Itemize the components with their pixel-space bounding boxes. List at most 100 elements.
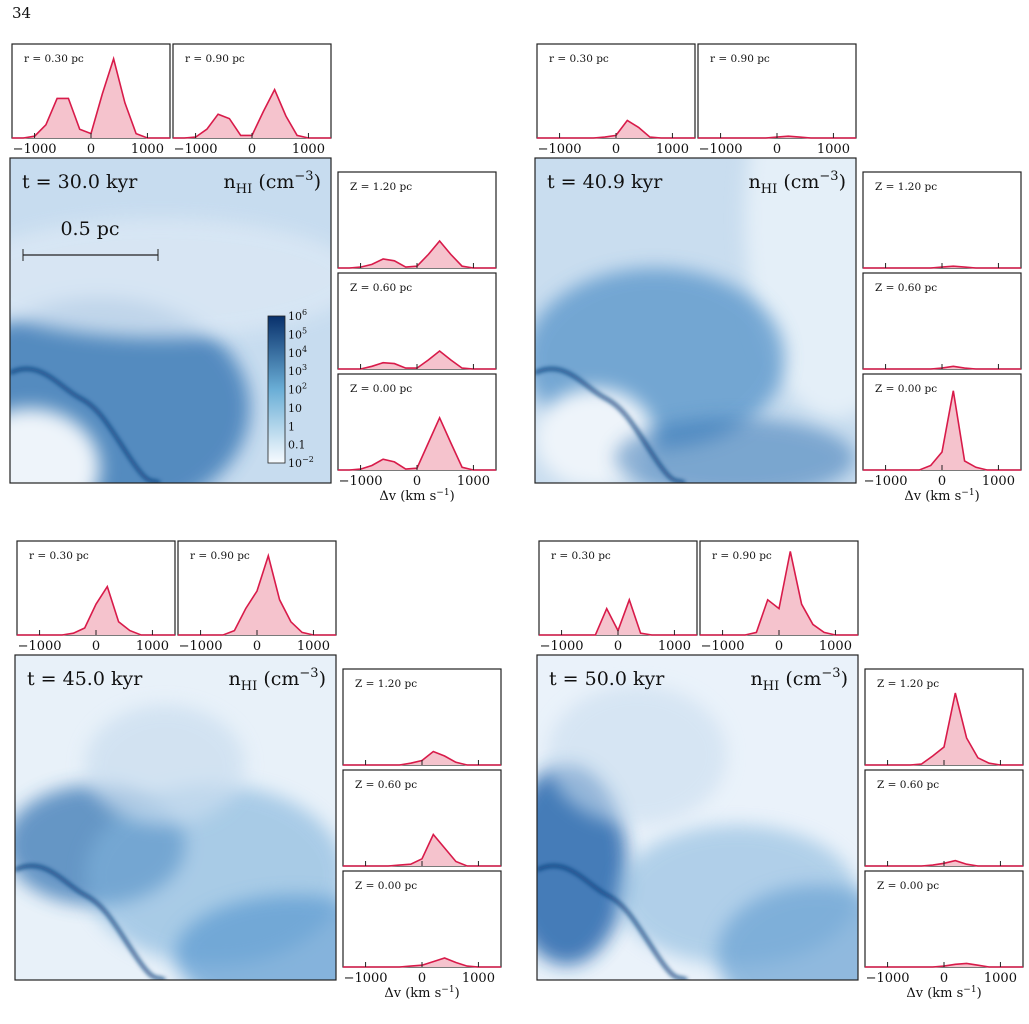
x-tick-label: 1000 [658, 639, 691, 654]
colorbar-label-base: 10 [288, 328, 302, 341]
density-label-part: n [749, 171, 761, 193]
x-tick-label: 1000 [131, 142, 164, 157]
density-label-part: ) [314, 171, 321, 193]
spectrum-label: r = 0.90 pc [190, 550, 250, 562]
spectrum-label: r = 0.90 pc [710, 53, 770, 65]
x-tick-label: 0 [940, 971, 948, 986]
x-tick-label: −1000 [344, 971, 388, 986]
spectrum-label: r = 0.30 pc [24, 53, 84, 65]
time-label: t = 40.9 kyr [547, 171, 663, 193]
time-label: t = 45.0 kyr [27, 668, 143, 690]
spectrum-label: Z = 1.20 pc [875, 181, 937, 193]
spectrum-label: Z = 0.00 pc [350, 383, 412, 395]
spectrum-line [865, 692, 1023, 766]
colorbar-label: 10−2 [288, 455, 314, 470]
density-label-part: −3 [299, 666, 318, 681]
x-tick-label: 1000 [136, 639, 169, 654]
colorbar-label-base: 10 [288, 384, 302, 397]
density-label-part: −3 [294, 169, 313, 184]
x-tick-label: 0 [612, 142, 620, 157]
spectrum-line [17, 584, 175, 636]
spectrum-label: Z = 0.00 pc [875, 383, 937, 395]
spectrum-label: Z = 0.60 pc [875, 282, 937, 294]
x-tick-label: −1000 [701, 639, 745, 654]
x-tick-label: 0 [87, 142, 95, 157]
spectrum-label: Z = 0.60 pc [877, 779, 939, 791]
density-label-part: ) [839, 171, 846, 193]
x-axis-label-part: −1 [961, 488, 974, 498]
density-label-part: HI [241, 679, 257, 694]
x-axis-label-part: Δv (km s [906, 986, 963, 1001]
x-tick-label: −1000 [13, 142, 57, 157]
x-tick-label: 0 [773, 142, 781, 157]
x-tick-label: 0 [418, 971, 426, 986]
spectrum-frame [342, 668, 502, 766]
x-axis-label-part: ) [977, 986, 982, 1001]
spectrum-area [700, 551, 858, 635]
spectrum-frame [536, 43, 696, 139]
x-axis-label: Δv (km s−1) [384, 985, 459, 1001]
time-label: t = 30.0 kyr [22, 171, 138, 193]
map-feature [615, 418, 855, 483]
spectrum-line [700, 551, 858, 636]
colorbar-label: 105 [288, 326, 307, 341]
spectrum-frame [337, 373, 497, 471]
x-axis-label: Δv (km s−1) [379, 488, 454, 504]
x-tick-label: −1000 [18, 639, 62, 654]
spectrum-label: r = 0.90 pc [712, 550, 772, 562]
spectrum-frame [342, 870, 502, 968]
map-image [15, 655, 336, 980]
colorbar-label: 102 [288, 382, 307, 397]
density-map [15, 655, 336, 980]
spectrum-label: Z = 0.00 pc [355, 880, 417, 892]
spectrum-label: Z = 0.00 pc [877, 880, 939, 892]
density-label-part: −3 [819, 169, 838, 184]
spectrum-frame [864, 870, 1024, 968]
spectrum-frame [11, 43, 171, 139]
density-label-part: −3 [821, 666, 840, 681]
x-tick-label: −1000 [179, 639, 223, 654]
x-tick-label: −1000 [699, 142, 743, 157]
x-tick-label: 1000 [817, 142, 850, 157]
map-feature [175, 895, 336, 980]
density-label-part: (cm [777, 171, 819, 193]
x-tick-label: 0 [614, 639, 622, 654]
density-label-part: n [224, 171, 236, 193]
x-tick-label: 0 [248, 142, 256, 157]
colorbar-label-exp: 3 [302, 363, 307, 372]
colorbar [267, 315, 286, 464]
colorbar-label: 106 [288, 308, 307, 323]
ionization-front [535, 367, 686, 483]
map-image [10, 158, 331, 483]
spectrum-label: Z = 1.20 pc [350, 181, 412, 193]
colorbar-label-base: 10 [288, 457, 302, 470]
density-map [535, 158, 856, 483]
density-label: nHI (cm−3) [749, 169, 846, 197]
x-tick-label: 0 [775, 639, 783, 654]
map-image [537, 655, 858, 980]
colorbar-label-exp: −2 [302, 455, 314, 464]
map-frame [9, 157, 332, 484]
x-axis-label-part: ) [975, 489, 980, 504]
density-label-part: HI [236, 182, 252, 197]
ionization-front [10, 367, 161, 483]
density-label-part: HI [763, 679, 779, 694]
colorbar-label-base: 0.1 [288, 439, 306, 452]
x-tick-label: 0 [253, 639, 261, 654]
spectrum-line [343, 833, 501, 867]
x-tick-label: −1000 [538, 142, 582, 157]
map-image [535, 158, 856, 483]
x-axis-label: Δv (km s−1) [906, 985, 981, 1001]
density-label-part: (cm [257, 668, 299, 690]
colorbar-label: 1 [288, 420, 295, 433]
x-axis-label-part: Δv (km s [384, 986, 441, 1001]
page-number: 34 [12, 4, 31, 22]
map-feature [10, 408, 100, 483]
colorbar-label: 0.1 [288, 439, 306, 452]
density-label: nHI (cm−3) [229, 666, 326, 694]
density-label-part: HI [761, 182, 777, 197]
x-axis-label: Δv (km s−1) [904, 488, 979, 504]
x-axis-label-part: ) [455, 986, 460, 1001]
spectrum-line [863, 390, 1021, 471]
x-tick-label: 1000 [984, 971, 1017, 986]
